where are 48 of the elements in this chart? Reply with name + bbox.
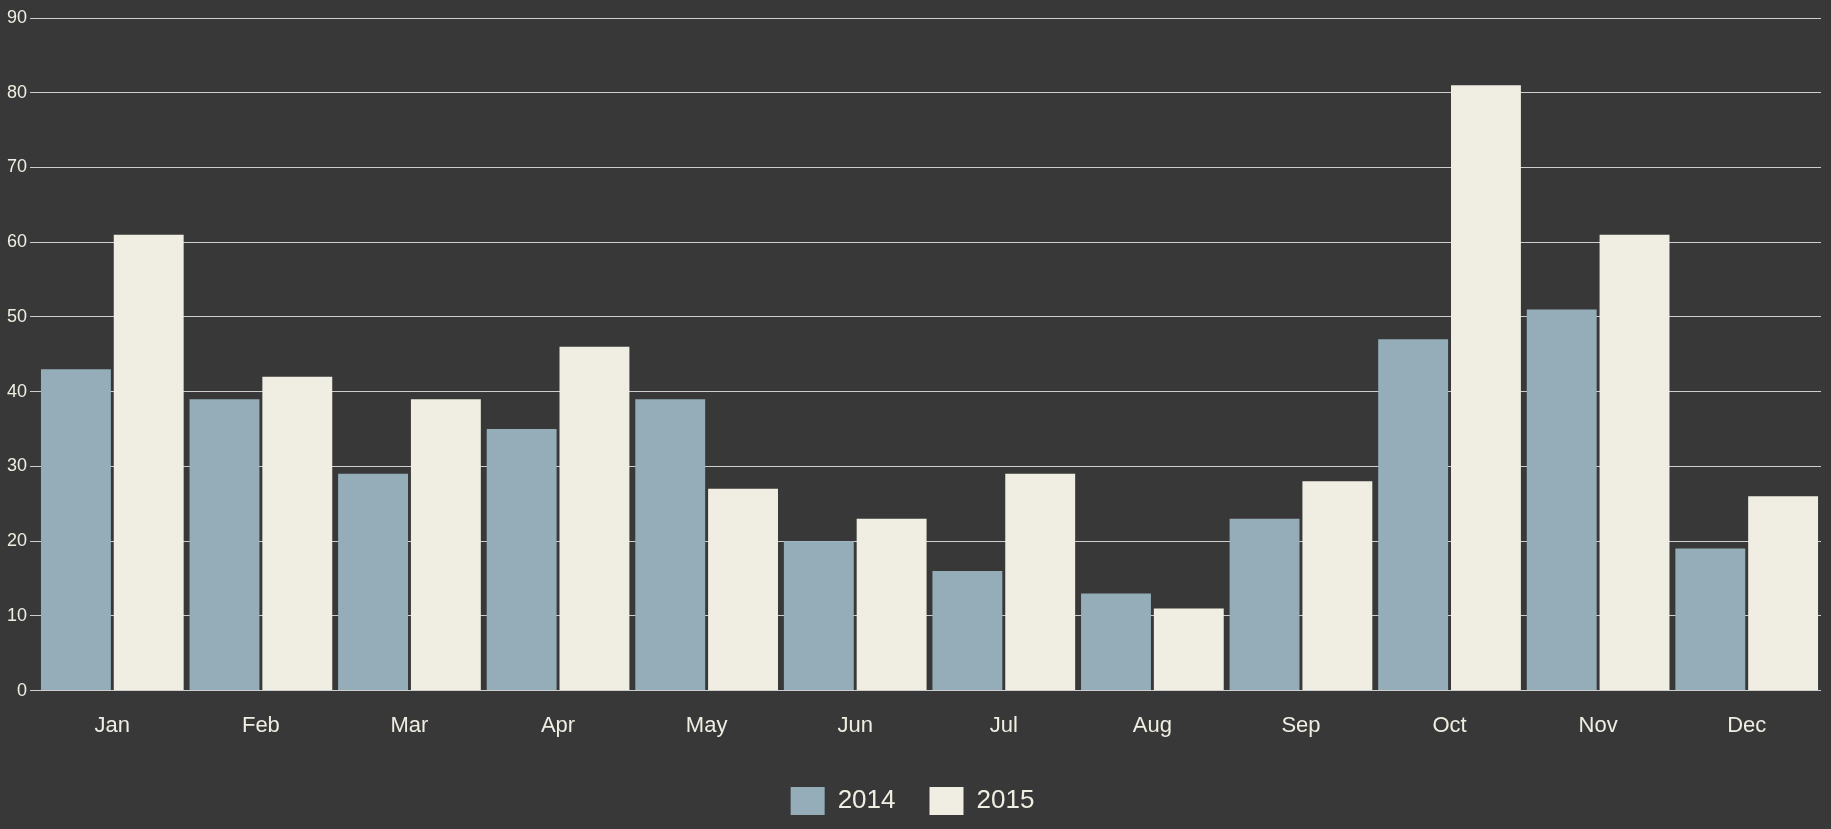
bar xyxy=(1081,593,1151,691)
y-tick-label: 20 xyxy=(6,530,28,551)
y-tick-label: 0 xyxy=(17,679,28,700)
bar xyxy=(1675,548,1746,691)
x-tick-label: Nov xyxy=(1578,711,1618,737)
x-tick-label: Jul xyxy=(989,711,1018,737)
y-tick-label: 40 xyxy=(6,380,28,401)
bar xyxy=(856,518,927,691)
bar xyxy=(635,399,706,691)
y-tick-label: 60 xyxy=(6,231,28,252)
y-tick-label: 70 xyxy=(6,156,28,177)
bar xyxy=(783,541,854,691)
bar xyxy=(559,346,630,691)
x-tick-label: Aug xyxy=(1132,711,1172,737)
bar xyxy=(1153,608,1224,691)
x-tick-label: Feb xyxy=(241,711,280,737)
y-tick-label: 30 xyxy=(6,455,28,476)
bar xyxy=(1599,234,1670,691)
legend-label: 2014 xyxy=(837,784,896,815)
bar xyxy=(1229,518,1300,691)
bar xyxy=(1526,309,1597,691)
bar xyxy=(932,571,1003,691)
bar xyxy=(113,234,184,691)
y-tick-label: 90 xyxy=(6,6,28,27)
bar xyxy=(1302,481,1373,691)
legend-label: 2015 xyxy=(976,784,1035,815)
bar xyxy=(1005,473,1076,691)
bar xyxy=(410,399,481,691)
bar xyxy=(1378,339,1449,691)
x-tick-label: Jan xyxy=(94,711,131,737)
bar xyxy=(338,473,409,691)
bar xyxy=(262,376,333,691)
x-tick-label: Oct xyxy=(1432,711,1467,737)
y-tick-label: 10 xyxy=(6,604,28,625)
bar xyxy=(189,399,260,691)
bar xyxy=(708,488,778,691)
x-tick-label: Dec xyxy=(1727,711,1767,737)
x-tick-label: Mar xyxy=(390,711,429,737)
x-tick-label: May xyxy=(685,711,728,737)
bar xyxy=(1748,496,1819,691)
y-tick-label: 80 xyxy=(6,81,28,102)
x-tick-label: Sep xyxy=(1281,711,1321,737)
x-tick-label: Jun xyxy=(837,711,873,737)
bar xyxy=(486,429,557,691)
bar xyxy=(1451,85,1521,691)
y-tick-label: 50 xyxy=(6,305,28,326)
x-tick-label: Apr xyxy=(540,711,576,737)
bar xyxy=(40,369,111,691)
